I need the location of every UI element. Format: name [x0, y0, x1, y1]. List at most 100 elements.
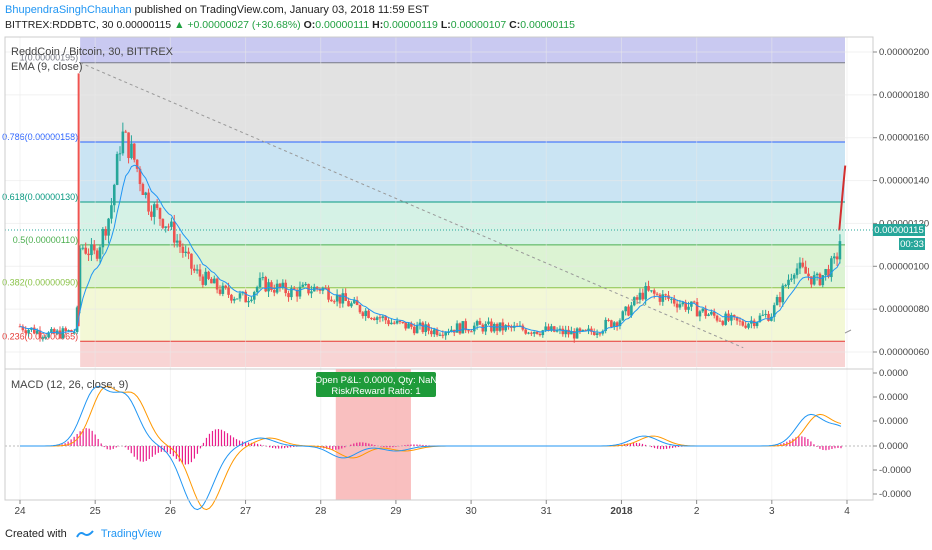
- candle-body: [501, 322, 505, 331]
- candle-body: [804, 266, 807, 274]
- candle-body: [244, 291, 247, 303]
- candle-body: [492, 323, 496, 332]
- candle-body: [798, 262, 802, 269]
- candle-body: [372, 318, 376, 321]
- candle-body: [610, 320, 613, 328]
- candle-body: [618, 320, 622, 327]
- candle-body: [810, 276, 813, 285]
- time-tick-label: 3: [769, 506, 775, 517]
- candle-body: [532, 331, 536, 334]
- candle-body: [387, 320, 390, 325]
- candle-body: [330, 299, 333, 302]
- candle-body: [715, 315, 719, 321]
- ema-line: [19, 164, 841, 334]
- candle-body: [758, 315, 762, 322]
- candle-body: [695, 302, 699, 317]
- candle-body: [761, 314, 765, 316]
- candle-body: [827, 269, 830, 278]
- candle-body: [504, 325, 507, 331]
- published-text: published on TradingView.com, January 03…: [134, 4, 430, 16]
- candle-body: [672, 298, 676, 304]
- ema-label: EMA (9, close): [11, 61, 83, 73]
- price-tick-label: 0.00000100: [879, 261, 929, 272]
- high-value: 0.00000119: [383, 19, 438, 31]
- macd-label: MACD (12, 26, close, 9): [11, 379, 128, 391]
- candle-body: [444, 332, 447, 336]
- publish-header: BhupendraSinghChauhan published on Tradi…: [5, 4, 429, 16]
- candle-body: [38, 330, 42, 338]
- candle-body: [775, 297, 779, 306]
- time-tick-label: 27: [240, 506, 252, 517]
- candle-body: [570, 331, 573, 335]
- price-tick-label: 0.00000200: [879, 47, 929, 58]
- time-tick-label: 2: [694, 506, 700, 517]
- candle-body: [410, 323, 413, 327]
- candle-body: [581, 329, 585, 332]
- candle-body: [458, 323, 462, 334]
- candle-body: [450, 329, 453, 333]
- candle-body: [150, 211, 153, 217]
- candle-body: [101, 229, 105, 248]
- candle-body: [98, 247, 102, 259]
- open-label: O:: [303, 19, 316, 31]
- candle-body: [835, 256, 839, 260]
- fib-level-label: 0.382(0.00000090): [2, 278, 78, 288]
- candle-body: [507, 325, 510, 327]
- pane-border: [4, 36, 874, 501]
- candle-body: [270, 282, 273, 290]
- candle-body: [281, 282, 285, 288]
- candle-body: [201, 276, 205, 285]
- projection-line: [838, 165, 847, 231]
- candle-body: [110, 205, 113, 219]
- candle-body: [72, 331, 76, 333]
- candle-body: [178, 240, 182, 247]
- candle-body: [264, 277, 267, 292]
- candle-body: [652, 290, 656, 294]
- candle-body: [341, 293, 345, 304]
- candle-body: [455, 323, 459, 333]
- candle-body: [238, 293, 242, 299]
- symbol-label: BITTREX:RDDBTC, 30: [5, 19, 114, 31]
- macd-tick-label: 0.0000: [879, 392, 908, 403]
- candle-body: [595, 333, 599, 335]
- candle-body: [427, 324, 430, 331]
- candle-body: [544, 326, 547, 331]
- candle-body: [204, 271, 207, 285]
- candle-body: [152, 204, 156, 217]
- candle-body: [301, 284, 305, 287]
- candle-body: [418, 322, 422, 326]
- candle-body: [190, 253, 193, 269]
- candle-body: [621, 311, 625, 321]
- tradingview-link[interactable]: TradingView: [100, 528, 162, 540]
- author-link[interactable]: BhupendraSinghChauhan: [5, 4, 132, 16]
- candle-body: [812, 275, 816, 285]
- time-tick-label: 4: [844, 506, 850, 517]
- candle-body: [155, 204, 159, 208]
- position-box[interactable]: [316, 372, 436, 397]
- candle-body: [67, 330, 70, 332]
- candle-body: [661, 294, 665, 302]
- trend-line-end: [844, 329, 852, 334]
- candle-body: [41, 337, 45, 339]
- time-tick-label: 31: [541, 506, 553, 517]
- candle-body: [224, 285, 227, 288]
- candle-body: [27, 329, 30, 334]
- candle-body: [752, 320, 756, 327]
- candle-body: [750, 320, 753, 324]
- candle-body: [767, 313, 770, 321]
- candle-body: [32, 327, 36, 334]
- candle-body: [815, 273, 819, 276]
- candle-body: [207, 271, 210, 279]
- candle-body: [430, 330, 433, 335]
- candle-body: [650, 290, 653, 292]
- time-tick-label: 26: [165, 506, 177, 517]
- candle-body: [87, 253, 90, 256]
- candle-body: [412, 326, 416, 334]
- candle-body: [730, 314, 733, 321]
- candle-body: [612, 322, 616, 328]
- candle-body: [441, 334, 445, 336]
- candle-body: [584, 329, 587, 331]
- candle-body: [221, 285, 225, 294]
- time-tick-label: 30: [466, 506, 478, 517]
